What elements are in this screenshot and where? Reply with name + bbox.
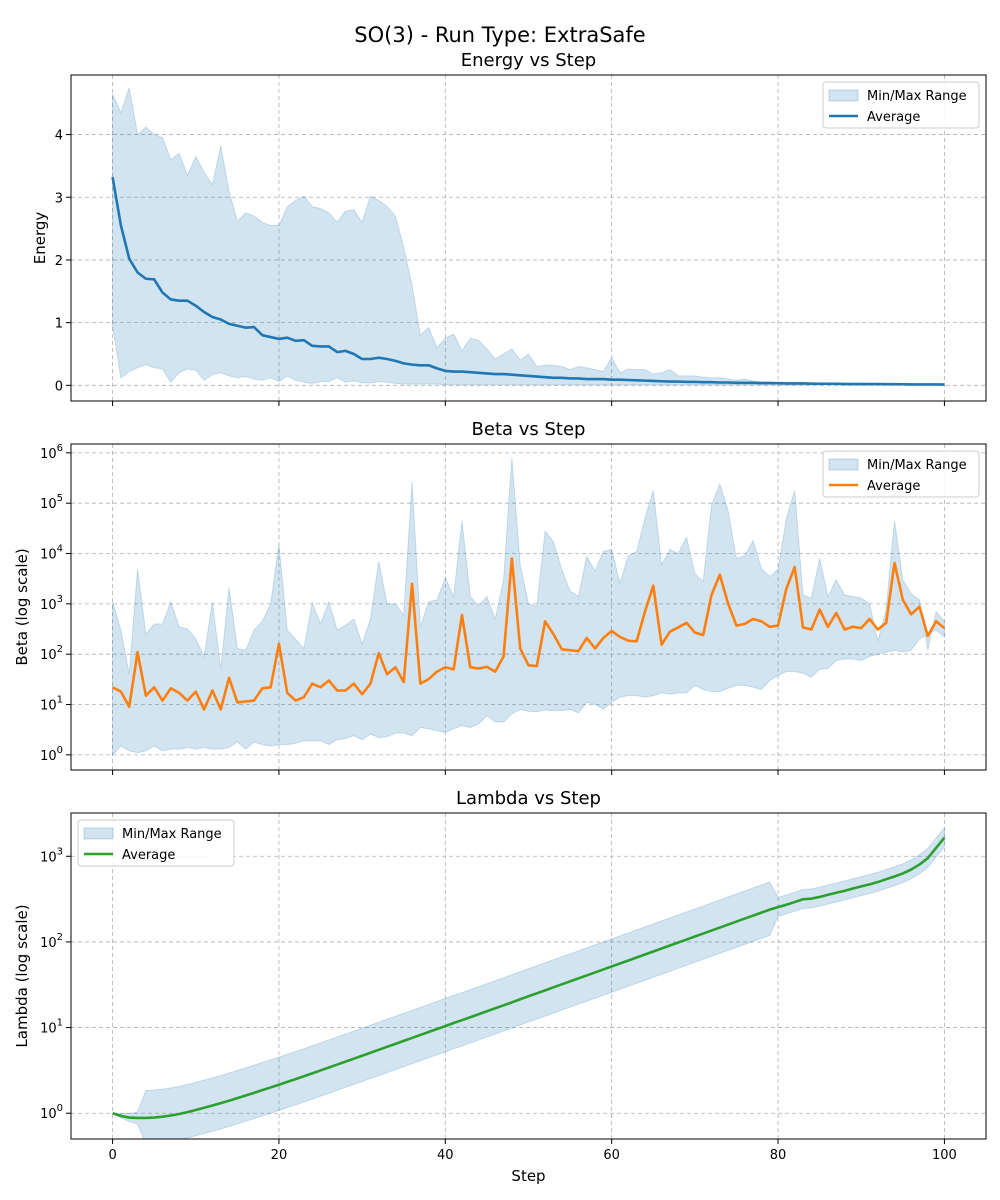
energy-legend-box <box>822 81 980 129</box>
lambda-x-tick-label: 20 <box>271 1148 288 1163</box>
lambda-axes-frame <box>70 812 987 1140</box>
lambda-x-tick-label: 0 <box>108 1148 116 1163</box>
lambda-legend-average-label: Average <box>122 848 175 863</box>
beta-title: Beta vs Step <box>472 419 586 440</box>
beta-legend-range-swatch <box>828 458 859 471</box>
lambda-legend-range-label: Min/Max Range <box>122 827 222 842</box>
beta-legend-range-label: Min/Max Range <box>867 458 967 473</box>
lambda-legend-box <box>77 819 235 867</box>
beta-average-line <box>111 557 946 711</box>
beta-y-tick-label: 104 <box>40 544 63 563</box>
energy-minmax-band <box>112 87 945 386</box>
energy-legend: Min/Max Range Average <box>822 81 980 129</box>
lambda-panel: Lambda vs Step 0 20 40 60 80 100 100 101 102 103 La… <box>13 788 987 1185</box>
energy-y-tick-label: 3 <box>55 191 63 206</box>
lambda-x-tick-label: 40 <box>437 1148 454 1163</box>
lambda-average-line <box>112 836 946 1120</box>
lambda-legend: Min/Max Range Average <box>77 819 235 867</box>
energy-legend-range-swatch <box>828 89 859 102</box>
lambda-x-tick-label: 100 <box>932 1148 957 1163</box>
lambda-y-tick-label: 103 <box>40 846 63 865</box>
beta-grid <box>71 444 986 770</box>
lambda-y-tick-label: 101 <box>40 1018 63 1037</box>
energy-legend-range-label: Min/Max Range <box>867 89 967 104</box>
lambda-x-tick-label: 60 <box>603 1148 620 1163</box>
beta-y-tick-label: 100 <box>40 745 63 764</box>
lambda-y-tick-label: 100 <box>40 1103 63 1122</box>
lambda-legend-range-swatch <box>83 827 114 840</box>
energy-y-tick-label: 0 <box>55 379 63 394</box>
energy-y-tick-label: 1 <box>55 317 63 332</box>
energy-legend-average-label: Average <box>867 110 920 125</box>
lambda-grid <box>71 813 986 1139</box>
beta-legend-box <box>822 450 980 498</box>
energy-y-tick-label: 4 <box>55 129 63 144</box>
energy-y-axis-label: Energy <box>31 212 49 265</box>
beta-panel: Beta vs Step 100 101 102 103 104 105 106 Beta (l… <box>13 419 987 775</box>
lambda-title: Lambda vs Step <box>456 788 601 809</box>
energy-panel: Energy vs Step 0 1 2 3 4 Energy Min/Max Range Av… <box>31 50 987 406</box>
energy-grid <box>71 75 986 401</box>
beta-y-tick-label: 106 <box>40 443 63 462</box>
lambda-x-axis-label: Step <box>511 1167 545 1185</box>
beta-axes-frame <box>70 443 987 771</box>
lambda-minmax-band <box>112 826 945 1139</box>
beta-y-tick-label: 102 <box>40 644 63 663</box>
beta-y-tick-label: 105 <box>40 493 63 512</box>
beta-y-tick-label: 101 <box>40 695 63 714</box>
beta-minmax-band <box>112 457 945 757</box>
lambda-y-axis-label: Lambda (log scale) <box>13 904 31 1047</box>
energy-average-line <box>111 176 945 386</box>
beta-legend-average-label: Average <box>867 479 920 494</box>
beta-legend: Min/Max Range Average <box>822 450 980 498</box>
lambda-y-tick-label: 102 <box>40 932 63 951</box>
energy-axes-frame <box>70 74 987 402</box>
lambda-x-tick-label: 80 <box>770 1148 787 1163</box>
beta-y-tick-label: 103 <box>40 594 63 613</box>
beta-y-axis-label: Beta (log scale) <box>13 548 31 665</box>
energy-y-tick-label: 2 <box>55 254 63 269</box>
figure-suptitle: SO(3) - Run Type: ExtraSafe <box>354 23 645 47</box>
energy-title: Energy vs Step <box>461 50 596 71</box>
